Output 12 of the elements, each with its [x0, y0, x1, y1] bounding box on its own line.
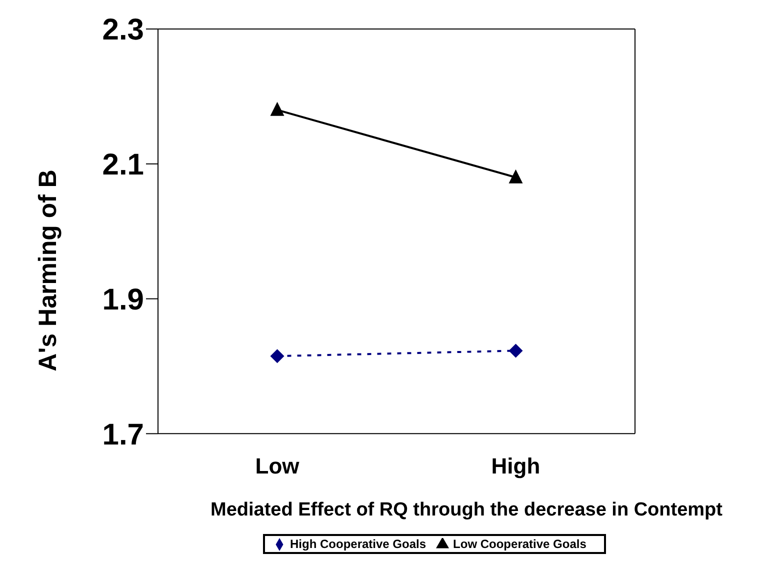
y-tick-label: 2.3 [102, 14, 144, 47]
point [508, 344, 523, 358]
y-axis-title: A's Harming of B [34, 170, 62, 372]
y-tick-label: 1.9 [102, 283, 144, 316]
y-tick-label: 2.1 [102, 148, 144, 182]
legend-label: Low Cooperative Goals [453, 536, 586, 551]
point [270, 349, 284, 364]
x-tick-label: Low [255, 453, 300, 478]
y-tick-label: 1.7 [102, 418, 144, 452]
x-axis-title: Mediated Effect of RQ through the decrease in Contempt [210, 500, 724, 521]
x-tick-label: High [491, 453, 540, 478]
legend-label: High Cooperative Goals [290, 536, 426, 551]
